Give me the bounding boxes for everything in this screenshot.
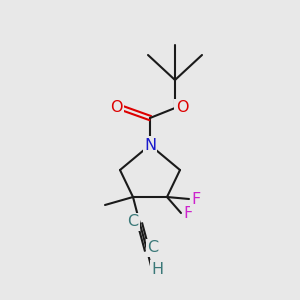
Text: F: F — [183, 206, 193, 221]
Text: F: F — [191, 191, 201, 206]
Text: O: O — [176, 100, 188, 116]
Text: C: C — [128, 214, 139, 230]
Text: H: H — [151, 262, 163, 277]
Text: N: N — [144, 137, 156, 152]
Text: O: O — [110, 100, 122, 116]
Text: C: C — [147, 241, 159, 256]
